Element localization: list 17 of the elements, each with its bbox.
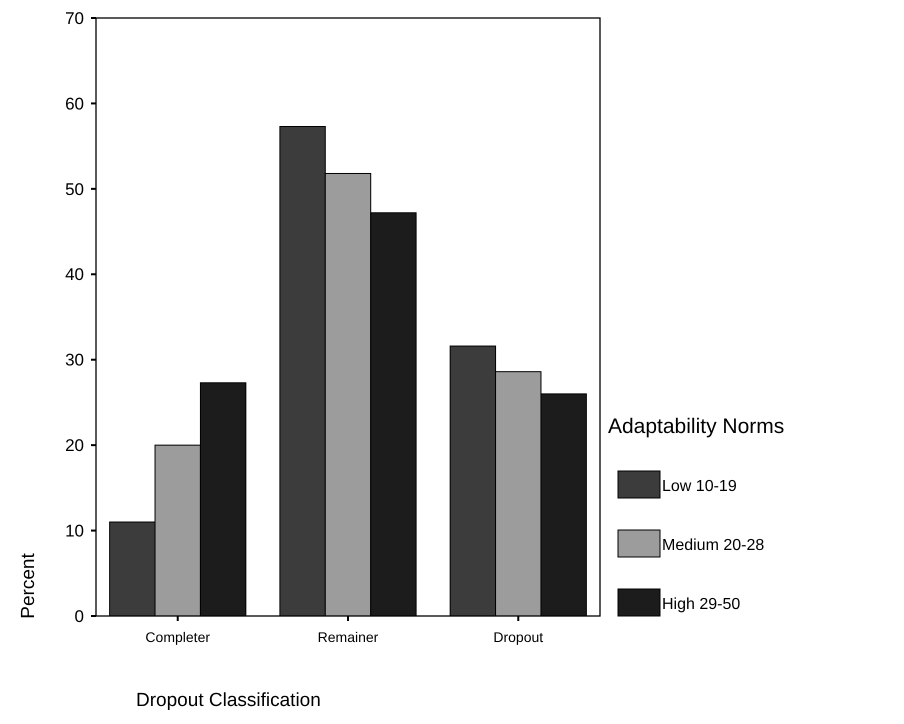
y-tick-label: 70	[65, 8, 84, 28]
legend-label: Low 10-19	[662, 478, 737, 495]
x-axis-title: Dropout Classification	[136, 690, 321, 711]
legend-label: Medium 20-28	[662, 537, 764, 554]
x-tick-label: Completer	[145, 629, 210, 645]
y-tick-label: 10	[65, 522, 84, 541]
y-tick-label: 50	[65, 180, 84, 199]
y-tick-label: 20	[65, 436, 84, 456]
y-tick-label: 30	[65, 350, 84, 370]
y-tick-label: 40	[65, 265, 84, 284]
legend-title: Adaptability Norms	[608, 415, 784, 438]
y-tick-label: 60	[65, 94, 84, 114]
x-tick-label: Dropout	[493, 629, 544, 645]
y-tick-label: 0	[74, 606, 84, 626]
x-tick-label: Remainer	[318, 629, 379, 645]
y-axis-title: Percent	[18, 552, 39, 619]
legend-label: High 29-50	[662, 596, 740, 613]
